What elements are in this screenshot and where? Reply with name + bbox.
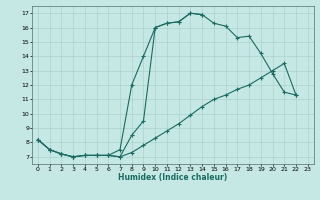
X-axis label: Humidex (Indice chaleur): Humidex (Indice chaleur) — [118, 173, 228, 182]
